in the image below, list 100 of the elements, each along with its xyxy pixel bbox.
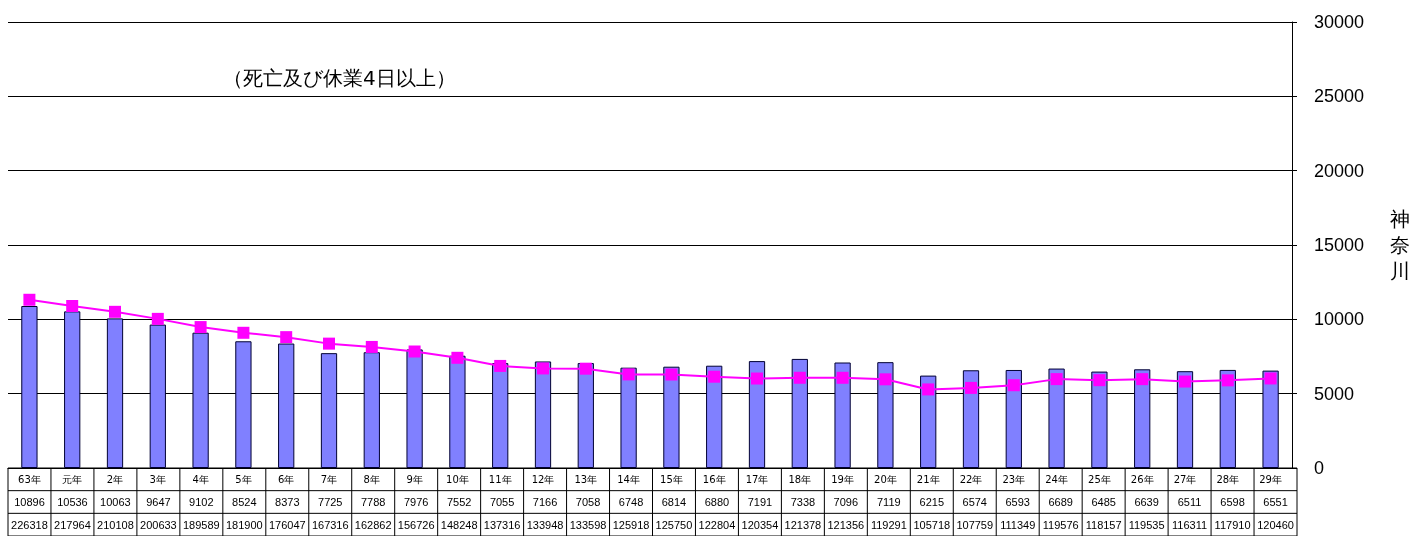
x-tick-label: 19年 bbox=[831, 473, 854, 485]
data-label: 7166 bbox=[532, 496, 558, 508]
data-label: 181900 bbox=[225, 518, 263, 531]
data-label: 120460 bbox=[1257, 518, 1294, 531]
bar bbox=[577, 363, 594, 468]
data-label: 107759 bbox=[956, 518, 994, 531]
x-tick-label: 28年 bbox=[1216, 473, 1240, 485]
data-label: 120354 bbox=[741, 518, 779, 531]
point bbox=[922, 383, 935, 396]
data-label: 119291 bbox=[870, 518, 907, 531]
data-label: 9647 bbox=[146, 496, 171, 508]
point bbox=[1050, 373, 1063, 386]
bar bbox=[449, 355, 466, 468]
point bbox=[1221, 374, 1234, 387]
bar bbox=[106, 318, 124, 468]
data-label: 116311 bbox=[1172, 518, 1208, 531]
bar bbox=[492, 363, 509, 468]
data-label: 7055 bbox=[489, 496, 515, 508]
x-tick-label: 9年 bbox=[406, 473, 423, 485]
x-tick-label: 7年 bbox=[320, 473, 338, 485]
bar bbox=[192, 332, 209, 468]
x-tick-label: 6年 bbox=[278, 473, 295, 485]
data-label: 200633 bbox=[140, 518, 177, 531]
data-label: 210108 bbox=[97, 518, 134, 531]
x-tick-label: 元年 bbox=[62, 473, 83, 485]
x-tick-label: 18年 bbox=[788, 473, 812, 485]
data-label: 133598 bbox=[569, 518, 607, 531]
x-tick-label: 5年 bbox=[235, 473, 252, 485]
x-tick-label: 26年 bbox=[1130, 473, 1154, 485]
data-label: 121378 bbox=[784, 518, 822, 531]
y-tick-label: 0 bbox=[1314, 458, 1325, 478]
data-label: 119576 bbox=[1042, 518, 1079, 531]
point bbox=[751, 372, 763, 385]
x-tick-label: 23年 bbox=[1002, 473, 1026, 485]
x-tick-label: 11年 bbox=[488, 473, 512, 485]
point bbox=[1136, 373, 1149, 386]
data-label: 111349 bbox=[1000, 518, 1036, 531]
x-tick-label: 10年 bbox=[446, 473, 469, 485]
x-tick-label: 20年 bbox=[874, 473, 897, 485]
data-label: 7725 bbox=[318, 496, 343, 508]
data-label: 6511 bbox=[1177, 496, 1202, 508]
text: （死亡及び休業4日以上） bbox=[223, 66, 456, 90]
data-label: 7338 bbox=[790, 496, 816, 508]
data-label: 167316 bbox=[311, 518, 349, 531]
data-label: 122804 bbox=[698, 518, 736, 531]
data-label: 10063 bbox=[100, 496, 131, 508]
y-tick-label: 25000 bbox=[1314, 86, 1365, 107]
y-tick-label: 10000 bbox=[1314, 309, 1365, 330]
point bbox=[237, 326, 250, 339]
point bbox=[23, 293, 36, 306]
bar bbox=[791, 358, 808, 468]
data-label: 125918 bbox=[612, 518, 650, 531]
data-label: 189589 bbox=[182, 518, 220, 531]
data-label: 6880 bbox=[704, 496, 730, 508]
data-label: 118157 bbox=[1085, 518, 1122, 531]
data-label: 10896 bbox=[14, 496, 45, 508]
data-label: 8524 bbox=[232, 496, 257, 508]
data-label: 6574 bbox=[962, 496, 987, 508]
bar bbox=[235, 341, 252, 468]
data-label: 176047 bbox=[268, 518, 306, 531]
bar bbox=[1048, 368, 1065, 468]
data-label: 137316 bbox=[483, 518, 521, 531]
data-label: 162862 bbox=[354, 518, 392, 531]
data-label: 6593 bbox=[1005, 496, 1030, 508]
bar bbox=[149, 324, 166, 468]
data-label: 6748 bbox=[618, 496, 644, 508]
point bbox=[194, 321, 207, 334]
x-tick-label: 14年 bbox=[617, 473, 640, 485]
bar bbox=[278, 343, 295, 468]
y-axis-title: 神奈川 bbox=[1390, 207, 1410, 283]
x-tick-label: 63年 bbox=[18, 473, 41, 485]
bar bbox=[534, 361, 552, 468]
bar bbox=[21, 306, 38, 468]
data-label: 7058 bbox=[575, 496, 601, 508]
bar bbox=[406, 349, 423, 468]
x-tick-label: 29年 bbox=[1259, 473, 1282, 485]
point bbox=[451, 351, 464, 364]
bar bbox=[962, 370, 980, 468]
point bbox=[1007, 379, 1020, 392]
data-label: 148248 bbox=[440, 518, 478, 531]
data-label: 7788 bbox=[360, 496, 386, 508]
x-tick-label: 21年 bbox=[916, 473, 940, 485]
x-tick-label: 2年 bbox=[106, 473, 124, 485]
data-label: 156726 bbox=[397, 518, 435, 531]
x-tick-label: 3年 bbox=[149, 473, 166, 485]
x-tick-label: 8年 bbox=[363, 473, 380, 485]
data-label: 7191 bbox=[747, 496, 773, 508]
point bbox=[323, 337, 335, 350]
point bbox=[151, 312, 164, 325]
data-label: 117910 bbox=[1214, 518, 1251, 531]
point bbox=[1179, 375, 1191, 388]
x-tick-label: 27年 bbox=[1173, 473, 1197, 485]
bar bbox=[1176, 371, 1194, 468]
data-label: 6551 bbox=[1263, 496, 1288, 508]
y-tick-label: 30000 bbox=[1314, 12, 1365, 32]
data-label: 6215 bbox=[919, 496, 945, 508]
x-tick-label: 25年 bbox=[1088, 473, 1111, 485]
data-label: 7096 bbox=[833, 496, 859, 508]
data-label: 7552 bbox=[446, 496, 472, 508]
data-label: 6639 bbox=[1134, 496, 1159, 508]
